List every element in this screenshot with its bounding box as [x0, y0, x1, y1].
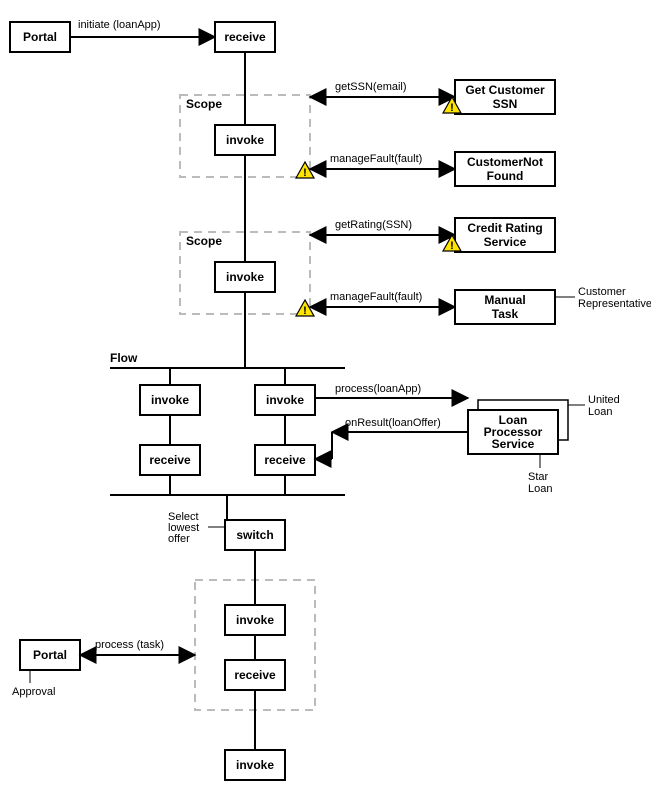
svg-text:invoke: invoke	[226, 133, 264, 147]
warning-icon: !	[296, 300, 314, 317]
edge-process-task-label: process (task)	[95, 639, 164, 651]
warning-icon: !	[296, 162, 314, 179]
annotation-approval: Approval	[12, 686, 55, 698]
svg-text:receive: receive	[264, 453, 306, 467]
svg-text:!: !	[450, 240, 454, 252]
svg-text:United: United	[588, 394, 620, 406]
svg-text:Customer: Customer	[578, 286, 626, 298]
svg-text:!: !	[303, 167, 307, 179]
svg-text:!: !	[303, 305, 307, 317]
svg-text:CustomerNot: CustomerNot	[467, 155, 543, 169]
annotation-selectlow: offer	[168, 533, 190, 545]
svg-text:invoke: invoke	[226, 270, 264, 284]
svg-text:Get Customer: Get Customer	[465, 83, 545, 97]
svg-text:SSN: SSN	[493, 97, 518, 111]
edge-fault1-label: manageFault(fault)	[330, 153, 422, 165]
svg-text:invoke: invoke	[236, 758, 274, 772]
svg-text:Portal: Portal	[23, 30, 57, 44]
annotation-united: Loan	[588, 406, 612, 418]
svg-text:receive: receive	[234, 668, 276, 682]
svg-text:switch: switch	[236, 528, 273, 542]
svg-text:Found: Found	[487, 169, 524, 183]
svg-text:receive: receive	[224, 30, 266, 44]
edge-initiate-label: initiate (loanApp)	[78, 19, 161, 31]
svg-text:Manual: Manual	[484, 293, 525, 307]
flow-label: Flow	[110, 351, 138, 365]
svg-text:Credit Rating: Credit Rating	[467, 221, 542, 235]
annotation-star: Loan	[528, 483, 552, 495]
svg-text:receive: receive	[149, 453, 191, 467]
svg-text:Service: Service	[484, 235, 527, 249]
svg-text:Star: Star	[528, 471, 549, 483]
edge-onresult-label: onResult(loanOffer)	[345, 417, 441, 429]
svg-text:Portal: Portal	[33, 648, 67, 662]
svg-text:invoke: invoke	[236, 613, 274, 627]
edge-getrating-label: getRating(SSN)	[335, 219, 412, 231]
edge-getssn-label: getSSN(email)	[335, 81, 407, 93]
svg-text:invoke: invoke	[151, 393, 189, 407]
svg-text:Task: Task	[492, 307, 519, 321]
svg-text:!: !	[450, 102, 454, 114]
annotation-custrep: Representative	[578, 298, 651, 310]
svg-text:invoke: invoke	[266, 393, 304, 407]
edge-fault2-label: manageFault(fault)	[330, 291, 422, 303]
scope-2-label: Scope	[186, 234, 222, 248]
svg-text:Service: Service	[492, 437, 535, 451]
scope-1-label: Scope	[186, 97, 222, 111]
edge-process-label: process(loanApp)	[335, 383, 421, 395]
